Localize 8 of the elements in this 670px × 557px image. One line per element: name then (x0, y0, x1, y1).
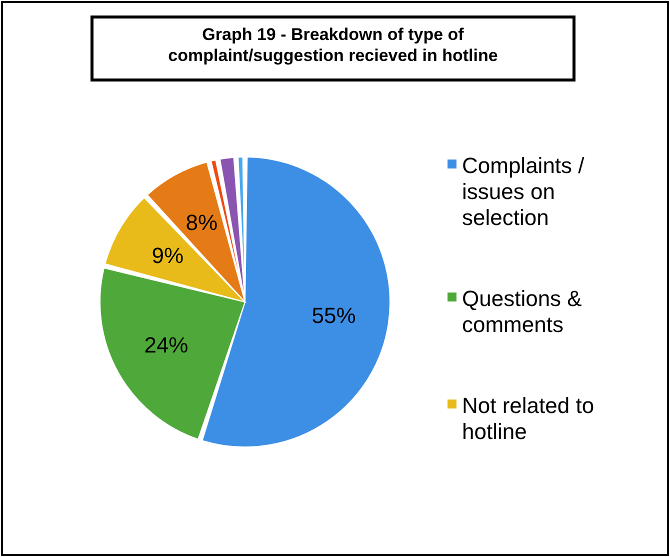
legend-label: Questions & comments (462, 286, 582, 337)
data-label: 9% (152, 243, 184, 268)
legend-label: Complaints / issues on selection (462, 153, 586, 230)
data-label: 8% (186, 210, 218, 236)
chart-title: Graph 19 - Breakdown of type of complaint/suggestion recieved in hotline (168, 25, 498, 65)
data-label: 55% (312, 303, 356, 328)
legend-label: Not related to hotline (462, 393, 594, 444)
data-label: 24% (144, 332, 188, 358)
